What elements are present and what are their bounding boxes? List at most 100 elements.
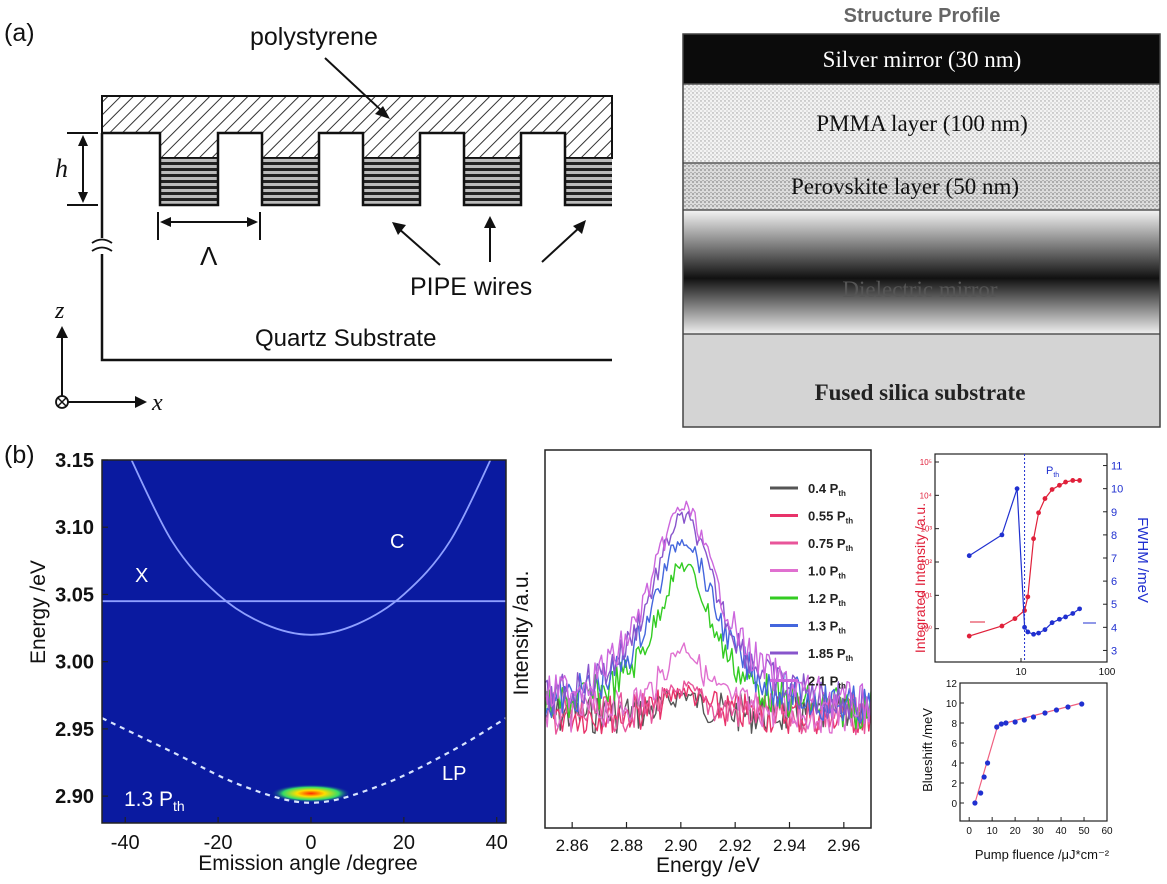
curve-c: [130, 460, 492, 636]
spectra-x-tick-label: 2.90: [664, 836, 697, 855]
layer-perovskite: [683, 163, 1160, 210]
spectra-y-axis-label: Intensity /a.u.: [510, 571, 533, 696]
fwhm-point: [999, 532, 1005, 538]
blueshift-point: [1079, 701, 1085, 707]
intensity-point: [1012, 616, 1018, 622]
threshold-left-tick-label: 10⁰: [920, 625, 932, 634]
blueshift-point: [1012, 719, 1018, 725]
blueshift-point: [981, 774, 987, 780]
intensity-point: [1057, 482, 1062, 488]
threshold-left-tick-label: 10⁵: [920, 458, 932, 467]
intensity-point: [1077, 478, 1082, 483]
blueshift-point: [1065, 704, 1071, 710]
emission-spot: [270, 784, 351, 803]
dispersion-y-tick-label: 2.95: [55, 719, 94, 741]
threshold-left-tick-label: 10²: [920, 558, 932, 567]
blueshift-x-tick-label: 20: [1010, 826, 1022, 837]
blueshift-x-tick-label: 50: [1078, 826, 1090, 837]
threshold-right-tick-label: 8: [1111, 530, 1117, 542]
blueshift-y-tick-label: 12: [946, 679, 958, 690]
legend-label: 0.75 Pth: [808, 536, 853, 553]
dispersion-y-tick-label: 2.90: [55, 786, 94, 808]
polystyrene-layer: [101, 95, 613, 159]
threshold-chart: 10 100 10⁰ 10¹ 10² 10³ 10⁴ 10⁵ 3 4 5 6 7 8 9 10 11 Integ…: [912, 453, 1151, 678]
integrated-intensity-axis-label: Integrated Intensity /a.u.: [912, 503, 928, 653]
threshold-right-tick-label: 9: [1111, 507, 1117, 519]
blueshift-y-tick-label: 8: [951, 719, 957, 730]
legend-label: 1.2 Pth: [808, 591, 846, 608]
label-lp: LP: [442, 763, 466, 785]
layer-label-fused-silica: Fused silica substrate: [815, 380, 1026, 405]
dispersion-x-tick-label: 0: [305, 832, 316, 854]
layer-label-perovskite: Perovskite layer (50 nm): [791, 174, 1019, 199]
intensity-point: [1063, 479, 1068, 485]
intensity-point: [1070, 478, 1076, 483]
pth-label: Pth: [1046, 465, 1059, 479]
threshold-right-tick-label: 7: [1111, 553, 1117, 565]
blueshift-y-tick-label: 0: [951, 799, 957, 810]
fwhm-point: [1031, 631, 1036, 637]
intensity-point: [1036, 510, 1041, 516]
blueshift-point: [1003, 720, 1009, 726]
polystyrene-label: polystyrene: [250, 23, 378, 51]
legend-label: 1.0 Pth: [808, 564, 846, 581]
spectra-x-tick-label: 2.94: [773, 836, 806, 855]
layer-label-silver: Silver mirror (30 nm): [823, 47, 1022, 72]
dispersion-plot-area: [102, 460, 506, 823]
threshold-right-tick-label: 5: [1111, 599, 1117, 611]
blueshift-x-tick-label: 40: [1056, 826, 1068, 837]
intensity-point: [999, 623, 1005, 629]
period-label: Λ: [200, 241, 218, 271]
height-label: h: [55, 154, 68, 183]
fwhm-point: [1063, 614, 1068, 620]
schematic: h Λ polystyrene PIPE wires Quartz Substr…: [54, 23, 613, 416]
threshold-left-tick-label: 10³: [920, 525, 932, 534]
spectra-x-tick-label: 2.86: [556, 836, 589, 855]
layer-silver-mirror: [683, 34, 1160, 84]
fwhm-point: [1077, 606, 1082, 612]
threshold-left-tick-label: 10⁴: [920, 491, 933, 500]
blueshift-x-tick-label: 10: [987, 826, 999, 837]
blueshift-point: [994, 724, 1000, 730]
blueshift-y-tick-label: 10: [946, 699, 958, 710]
legend-label: 0.4 Pth: [808, 481, 846, 498]
structure-profile-title: Structure Profile: [844, 5, 1001, 27]
dispersion-x-tick-label: -40: [111, 832, 140, 854]
quartz-substrate-label: Quartz Substrate: [255, 325, 436, 352]
threshold-left-tick-label: 10¹: [920, 591, 932, 600]
blueshift-y-tick-label: 6: [951, 739, 957, 750]
spectrum-line: [545, 684, 871, 735]
spectra-x-tick-label: 2.96: [827, 836, 860, 855]
intensity-point: [1031, 536, 1036, 542]
spectra-x-tick-label: 2.88: [610, 836, 643, 855]
dispersion-x-axis-label: Emission angle /degree: [198, 852, 417, 875]
structure-profile: Structure Profile Silver mirror (30 nm) …: [682, 5, 1161, 428]
blueshift-y-tick-label: 4: [951, 759, 957, 770]
fwhm-point: [1070, 611, 1076, 616]
blueshift-point: [978, 790, 984, 796]
dispersion-x-tick-label: 40: [486, 832, 508, 854]
layer-label-pmma: PMMA layer (100 nm): [816, 111, 1027, 136]
spectra-chart: 2.86 2.88 2.90 2.92 2.94 2.96 Intensity /a.u.…: [510, 449, 872, 877]
fwhm-point: [1025, 629, 1031, 635]
blueshift-point: [998, 721, 1004, 727]
blueshift-x-tick-label: 60: [1101, 826, 1113, 837]
dispersion-y-tick-label: 3.00: [55, 652, 94, 674]
dispersion-y-tick-label: 3.05: [55, 584, 94, 606]
fwhm-point: [1022, 624, 1027, 630]
spectrum-line: [545, 500, 871, 725]
intensity-point: [1049, 487, 1055, 492]
threshold-x-tick-label: 100: [1099, 667, 1116, 678]
threshold-x-tick-label: 10: [1015, 667, 1027, 678]
dispersion-x-tick-label: -20: [204, 832, 233, 854]
spectra-x-tick-label: 2.92: [719, 836, 752, 855]
spectrum-line: [545, 642, 871, 734]
dispersion-chart: -40 -20 0 20 40 3.15 3.10 3.05 3.00 2.95 2.90 Ener…: [27, 450, 508, 875]
dispersion-y-tick-label: 3.10: [55, 517, 94, 539]
threshold-right-tick-label: 11: [1111, 461, 1122, 473]
legend-label: 0.55 Pth: [808, 509, 853, 526]
fwhm-axis-label: FWHM /meV: [1134, 517, 1151, 603]
fluence-label: 1.3 Pth: [124, 788, 185, 814]
threshold-right-tick-label: 3: [1111, 645, 1117, 657]
